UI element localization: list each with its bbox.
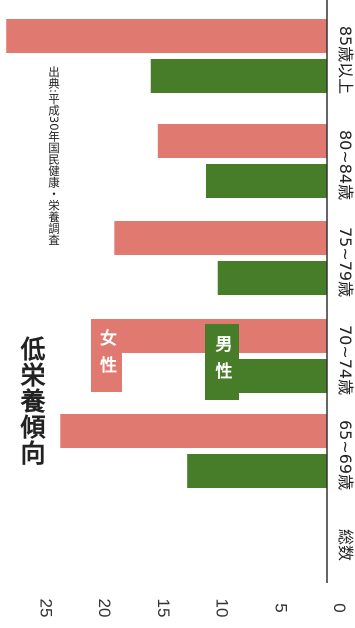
bar-male-1 bbox=[187, 454, 327, 488]
legend-male: 男性 bbox=[205, 324, 239, 400]
y-tick-labels: 0 5 10 15 20 25 bbox=[36, 599, 349, 618]
chart-title: 低栄養傾向 bbox=[17, 336, 46, 466]
y-tick-4: 20 bbox=[95, 599, 114, 618]
legend-male-label: 男性 bbox=[211, 335, 232, 389]
x-category-labels: 総数 65~69歳 70~74歳 75~79歳 80~84歳 85歳以上 bbox=[336, 26, 355, 561]
legend-female-label: 女性 bbox=[96, 328, 116, 383]
category-label-5: 85歳以上 bbox=[336, 26, 355, 94]
bar-female-1 bbox=[60, 414, 328, 448]
bar-female-4 bbox=[157, 124, 327, 158]
category-label-1: 65~69歳 bbox=[336, 420, 355, 490]
bar-male-3 bbox=[217, 261, 327, 295]
bar-male-4 bbox=[205, 164, 327, 198]
legend-female: 女性 bbox=[91, 319, 122, 392]
bar-male-2 bbox=[237, 359, 327, 393]
bar-male-5 bbox=[150, 59, 327, 93]
bars-group bbox=[6, 19, 328, 488]
y-tick-2: 10 bbox=[213, 599, 232, 618]
y-tick-3: 15 bbox=[154, 599, 173, 618]
category-label-2: 70~74歳 bbox=[336, 325, 355, 395]
bar-female-3 bbox=[114, 221, 327, 255]
category-label-4: 80~84歳 bbox=[336, 130, 355, 200]
chart-source: 出典:平成30年国民健康・栄養調査 bbox=[47, 66, 61, 246]
y-tick-1: 5 bbox=[271, 603, 290, 612]
y-tick-5: 25 bbox=[36, 599, 55, 618]
y-tick-0: 0 bbox=[330, 603, 349, 612]
category-label-3: 75~79歳 bbox=[336, 227, 355, 297]
bar-female-5 bbox=[6, 19, 327, 53]
category-label-0: 総数 bbox=[336, 529, 355, 561]
